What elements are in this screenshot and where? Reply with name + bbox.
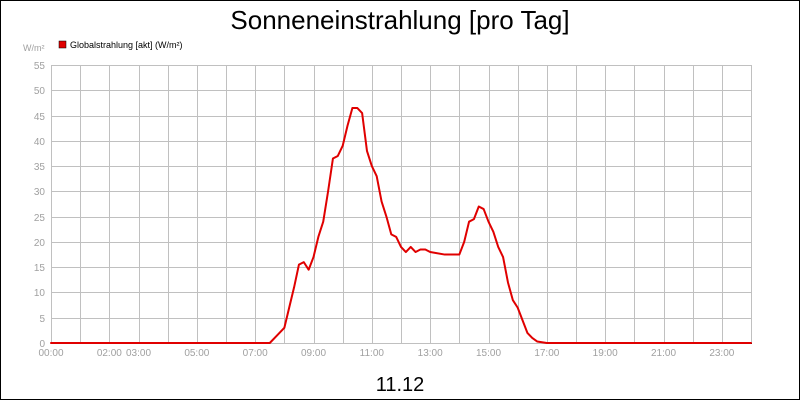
legend-label: Globalstrahlung [akt] (W/m²) [70,40,183,50]
y-tick-label: 20 [34,238,46,249]
y-tick-label: 45 [34,112,46,123]
x-tick-label: 15:00 [476,348,501,359]
x-tick-label: 11:00 [360,348,385,359]
x-tick-label: 21:00 [651,348,676,359]
y-tick-label: 10 [34,288,46,299]
y-tick-label: 55 [34,61,46,72]
y-tick-label: 5 [39,314,45,325]
x-tick-label: 02:00 [97,348,122,359]
chart-date-label: 11.12 [376,374,425,396]
y-tick-label: 15 [34,263,46,274]
x-tick-label: 07:00 [243,348,268,359]
y-tick-label: 25 [34,213,46,224]
legend-swatch [58,40,67,49]
y-tick-label: 0 [39,339,45,350]
x-tick-label: 23:00 [709,348,734,359]
series-layer [50,106,752,344]
y-axis-ticks: 0 5 10 15 20 25 30 35 40 45 50 55 [34,61,46,350]
x-tick-label: 17:00 [534,348,559,359]
chart-title: Sonneneinstrahlung [pro Tag] [230,5,569,35]
x-axis-ticks: 00:00 02:00 03:00 05:00 07:00 09:00 11:00 13:00… [38,348,734,359]
x-tick-label: 05:00 [184,348,209,359]
x-tick-label: 09:00 [301,348,326,359]
y-tick-label: 35 [34,162,46,173]
chart-legend: Globalstrahlung [akt] (W/m²) [58,40,183,50]
y-axis-unit-label: W/m² [23,43,45,53]
x-tick-label: 19:00 [593,348,618,359]
y-tick-label: 30 [34,187,46,198]
x-tick-label: 00:00 [38,348,63,359]
x-tick-label: 03:00 [126,348,151,359]
series-line [50,106,752,344]
x-tick-label: 13:00 [418,348,443,359]
y-tick-label: 50 [34,86,46,97]
y-tick-label: 40 [34,137,46,148]
